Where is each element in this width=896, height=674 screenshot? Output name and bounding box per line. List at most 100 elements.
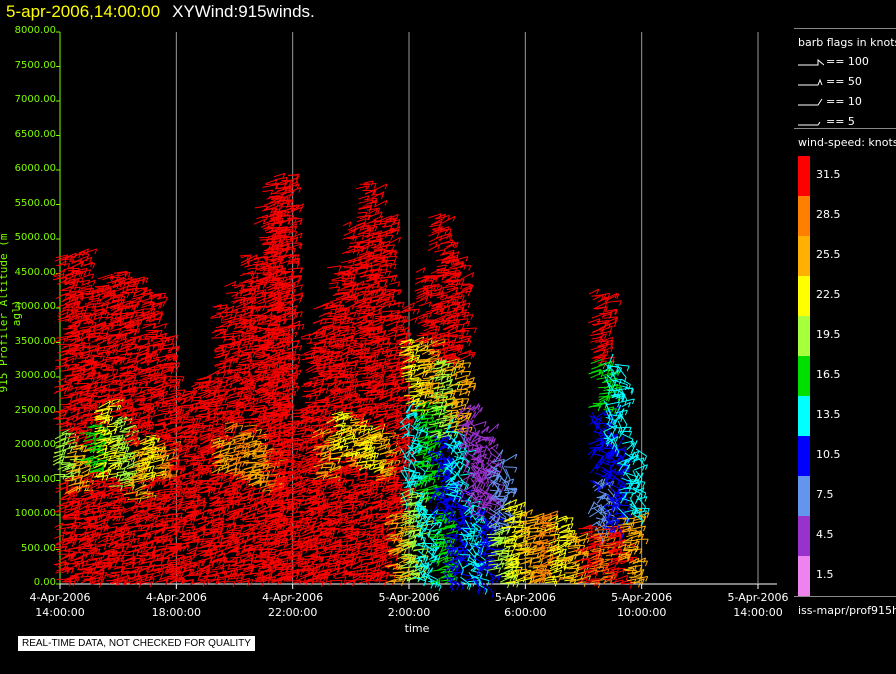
wind-barb-flag	[121, 516, 125, 522]
wind-barb-flag	[69, 422, 73, 429]
wind-barb-flag	[62, 455, 66, 461]
wind-barb	[53, 337, 66, 343]
wind-barb-flag	[82, 455, 86, 461]
wind-barb	[80, 575, 92, 578]
wind-barb	[53, 561, 67, 566]
wind-barb-flag	[86, 518, 90, 524]
wind-barb	[67, 291, 83, 294]
wind-barb	[182, 535, 195, 538]
wind-barb-flag	[76, 409, 80, 415]
wind-barb-flag	[81, 482, 85, 488]
wind-barb	[162, 440, 175, 443]
wind-barb-flag	[61, 385, 65, 391]
wind-barb-flag	[69, 404, 72, 410]
wind-barb	[52, 414, 65, 420]
wind-barb	[60, 403, 72, 406]
wind-barb	[109, 485, 123, 487]
wind-barb	[97, 316, 113, 319]
wind-barb	[191, 399, 203, 402]
wind-barb-flag	[61, 445, 65, 451]
wind-barb-flag	[81, 560, 85, 567]
wind-barb	[58, 545, 67, 550]
wind-barb	[64, 479, 77, 482]
wind-barb-flag	[76, 577, 80, 583]
wind-barb-flag	[84, 527, 88, 533]
wind-barb	[76, 510, 87, 514]
wind-barb	[125, 343, 138, 346]
wind-barb	[67, 435, 78, 439]
wind-barb	[164, 550, 174, 553]
wind-barb-flag	[240, 425, 244, 431]
wind-barb-flag	[90, 572, 94, 578]
wind-barb-flag	[193, 445, 197, 452]
wind-barb	[162, 476, 177, 478]
wind-barb	[69, 555, 84, 562]
wind-barb	[227, 484, 239, 487]
wind-barb-flag	[66, 562, 70, 568]
wind-barb	[125, 311, 138, 314]
wind-barb-flag	[62, 269, 66, 276]
wind-barb	[63, 267, 74, 271]
wind-barb-flag	[67, 263, 71, 269]
wind-barb-flag	[68, 294, 72, 300]
wind-barb-flag	[66, 568, 70, 575]
wind-barb	[230, 556, 242, 559]
wind-barb	[81, 468, 91, 474]
wind-barb	[56, 504, 67, 507]
wind-barb-flag	[76, 514, 80, 520]
wind-barb	[71, 474, 83, 478]
wind-barb	[59, 383, 69, 387]
wind-barb	[83, 447, 96, 453]
wind-barb-flag	[77, 470, 81, 476]
wind-barb	[69, 470, 81, 472]
wind-barb	[170, 389, 185, 392]
wind-barb	[76, 426, 89, 429]
wind-barb	[228, 577, 243, 580]
wind-barb	[214, 464, 224, 467]
wind-barb-flag	[138, 412, 142, 418]
wind-barb-flag	[69, 382, 73, 388]
wind-barb	[142, 432, 153, 435]
y-tick-label: 7500.00	[14, 59, 56, 71]
wind-barb	[70, 576, 80, 580]
wind-barb-flag	[225, 404, 229, 410]
wind-barb	[172, 554, 184, 557]
wind-barb	[66, 399, 80, 405]
wind-barb-flag	[226, 325, 229, 332]
wind-barb	[53, 545, 67, 549]
plot-timestamp: 5-apr-2006,14:00:00	[6, 2, 161, 21]
wind-barb	[63, 476, 74, 481]
wind-barb	[54, 255, 68, 262]
wind-barb	[233, 296, 245, 299]
wind-barb	[119, 554, 134, 557]
wind-barb-flag	[84, 445, 88, 451]
wind-barb	[146, 491, 160, 493]
wind-barb-flag	[67, 289, 71, 296]
wind-barb-flag	[80, 272, 84, 278]
wind-barb	[77, 409, 91, 415]
wind-barb	[83, 543, 97, 548]
wind-barb-flag	[71, 258, 75, 264]
wind-barb	[186, 526, 196, 529]
wind-barb	[71, 455, 84, 458]
wind-barb	[57, 562, 69, 568]
wind-barb-flag	[72, 539, 76, 545]
wind-barb	[69, 390, 83, 395]
wind-barb-flag	[70, 531, 74, 538]
wind-barb	[189, 461, 201, 464]
wind-barb-flag	[68, 344, 72, 350]
wind-barb-flag	[90, 420, 94, 426]
wind-barb	[74, 560, 85, 563]
wind-barb	[111, 313, 121, 316]
wind-barb-flag	[74, 450, 78, 457]
wind-barb-flag	[65, 292, 68, 299]
wind-barb	[217, 307, 229, 310]
wind-barb-flag	[64, 277, 68, 283]
y-tick-label: 3500.00	[14, 335, 56, 347]
wind-barb-flag	[75, 413, 79, 419]
wind-barb	[91, 309, 106, 311]
wind-barb	[93, 349, 108, 352]
wind-barb-flag	[72, 282, 76, 288]
wind-barb-flag	[63, 438, 67, 444]
wind-barb-flag	[77, 522, 81, 528]
